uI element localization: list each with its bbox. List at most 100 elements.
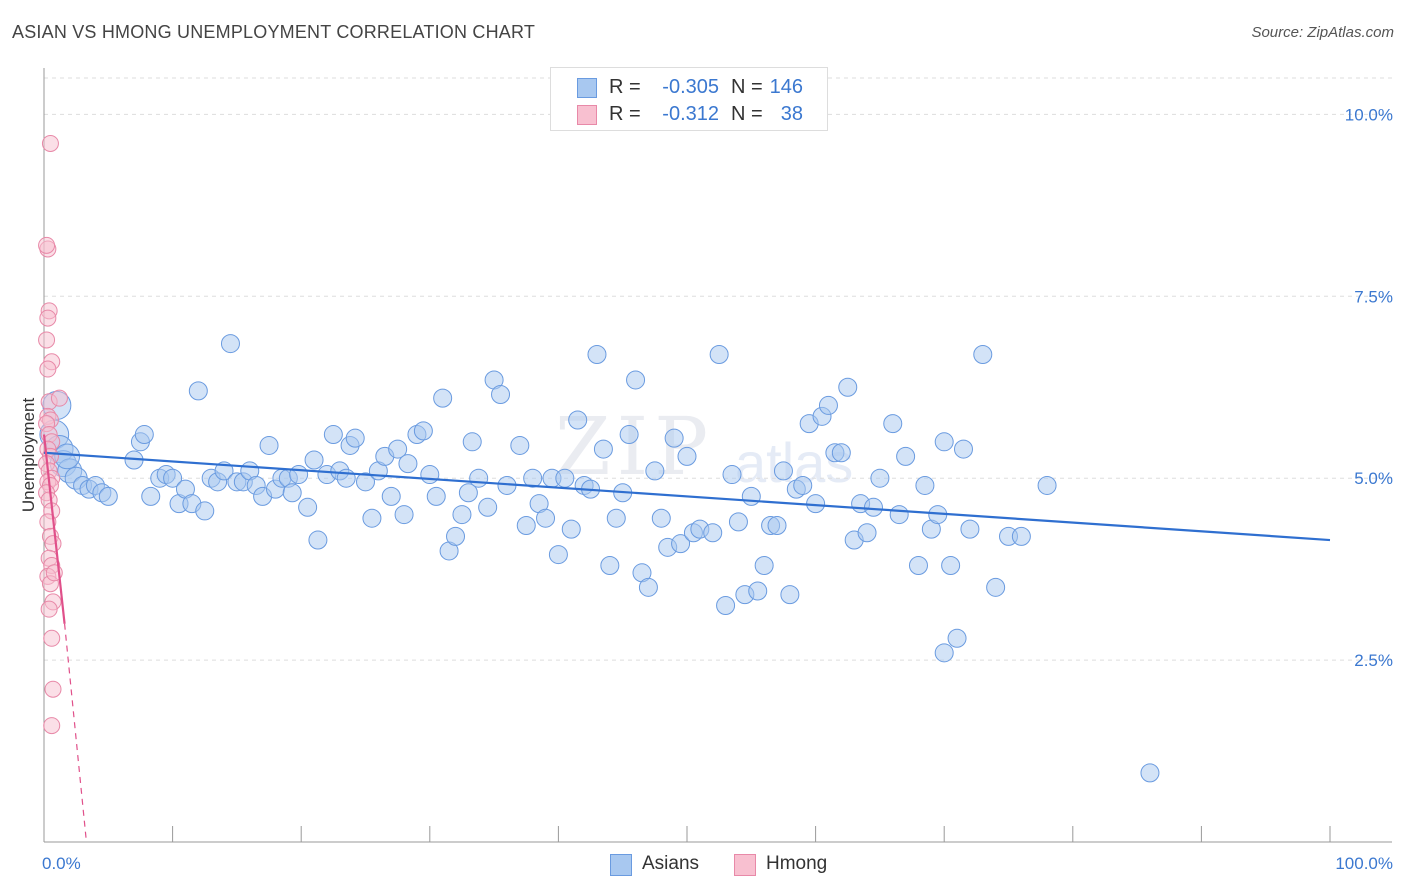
asian-point: [664, 428, 684, 448]
y-tick-label: 2.5%: [1354, 651, 1393, 670]
asian-point: [941, 556, 961, 576]
y-axis-title: Unemployment: [19, 398, 38, 513]
asian-point: [98, 486, 118, 506]
legend-r-value: -0.305: [662, 76, 719, 98]
asian-point: [388, 439, 408, 459]
legend-n-label: N =: [731, 103, 763, 125]
asian-point: [478, 497, 498, 517]
y-tick-label: 7.5%: [1354, 287, 1393, 306]
asian-point: [561, 519, 581, 539]
asian-point: [446, 526, 466, 546]
asian-point: [677, 446, 697, 466]
asian-point: [889, 505, 909, 525]
asian-point: [908, 556, 928, 576]
asian-point: [619, 425, 639, 445]
asian-point: [1140, 763, 1160, 783]
legend-n-value: 38: [780, 103, 803, 125]
asian-point: [953, 439, 973, 459]
legend-swatch-hmong: [734, 854, 756, 876]
asian-point: [722, 465, 742, 485]
asian-point: [516, 515, 536, 535]
legend-r-label: R =: [609, 103, 641, 125]
asian-point: [818, 395, 838, 415]
asian-point: [947, 628, 967, 648]
asian-point: [259, 435, 279, 455]
asian-point: [356, 472, 375, 492]
asian-point: [728, 512, 748, 532]
legend-label-asians: Asians: [642, 853, 700, 874]
asian-point: [1011, 526, 1031, 546]
asian-point: [134, 425, 154, 445]
asian-point: [748, 581, 768, 601]
hmong-point: [38, 236, 56, 254]
asian-point: [671, 534, 691, 554]
hmong-point: [39, 360, 57, 378]
legend-label-hmong: Hmong: [766, 853, 828, 874]
hmong-point: [38, 331, 56, 349]
asians-trend-line: [43, 451, 1331, 542]
asian-point: [163, 468, 183, 488]
hmong-point: [41, 134, 59, 152]
legend-r-label: R =: [609, 76, 641, 98]
legend-swatch-asians: [577, 78, 597, 98]
asian-point: [323, 425, 343, 445]
legend-row-hmong: R = -0.312 N = 38: [551, 101, 827, 127]
asian-point: [638, 577, 658, 597]
asian-point: [426, 486, 446, 506]
asian-point: [433, 388, 453, 408]
asian-point: [462, 432, 482, 452]
legend-swatch-asians: [610, 854, 632, 876]
asian-point: [298, 497, 318, 517]
asian-point: [863, 497, 883, 517]
asian-point: [195, 501, 215, 521]
asian-point: [793, 475, 813, 495]
asian-point: [831, 443, 851, 463]
hmong-point: [40, 600, 58, 618]
asian-point: [934, 432, 954, 452]
asian-point: [568, 410, 588, 430]
asian-point: [289, 465, 309, 485]
asian-point: [345, 428, 365, 448]
asian-point: [626, 370, 646, 390]
legend-n-label: N =: [731, 76, 763, 98]
asian-point: [896, 446, 916, 466]
asian-point: [536, 508, 556, 528]
hmong-trend-line: [42, 434, 66, 624]
hmong-point: [43, 717, 61, 735]
asian-point: [452, 505, 472, 525]
asian-point: [838, 377, 858, 397]
asian-point: [362, 508, 382, 528]
x-tick-label-min: 0.0%: [42, 854, 81, 873]
asian-point: [934, 643, 954, 663]
asian-point: [523, 468, 543, 488]
asian-point: [398, 454, 418, 474]
asian-point: [214, 461, 234, 481]
asian-point: [915, 475, 935, 495]
legend-swatch-hmong: [577, 105, 597, 125]
asian-point: [973, 344, 993, 364]
asian-point: [282, 483, 302, 503]
asian-point: [304, 450, 324, 470]
asian-point: [491, 385, 511, 405]
legend-r-value: -0.312: [662, 103, 719, 125]
asian-point: [593, 439, 613, 459]
hmong-point: [43, 629, 61, 647]
asian-point: [420, 465, 440, 485]
asian-point: [645, 461, 665, 481]
asian-point: [1037, 475, 1057, 495]
trend-lines: [42, 434, 1331, 843]
asian-point: [716, 596, 736, 616]
legend: R = -0.305 N = 146 R = -0.312 N = 38: [550, 67, 828, 131]
asian-point: [870, 468, 890, 488]
asian-point: [510, 435, 530, 455]
grid-lines: [44, 77, 1392, 661]
asian-point: [651, 508, 671, 528]
chart-title: ASIAN VS HMONG UNEMPLOYMENT CORRELATION …: [12, 22, 536, 42]
asian-point: [141, 486, 161, 506]
legend-n-value: 146: [769, 76, 803, 98]
asian-point: [773, 461, 793, 481]
asian-point: [220, 334, 240, 354]
asian-point: [587, 344, 607, 364]
y-tick-label: 10.0%: [1345, 105, 1393, 124]
